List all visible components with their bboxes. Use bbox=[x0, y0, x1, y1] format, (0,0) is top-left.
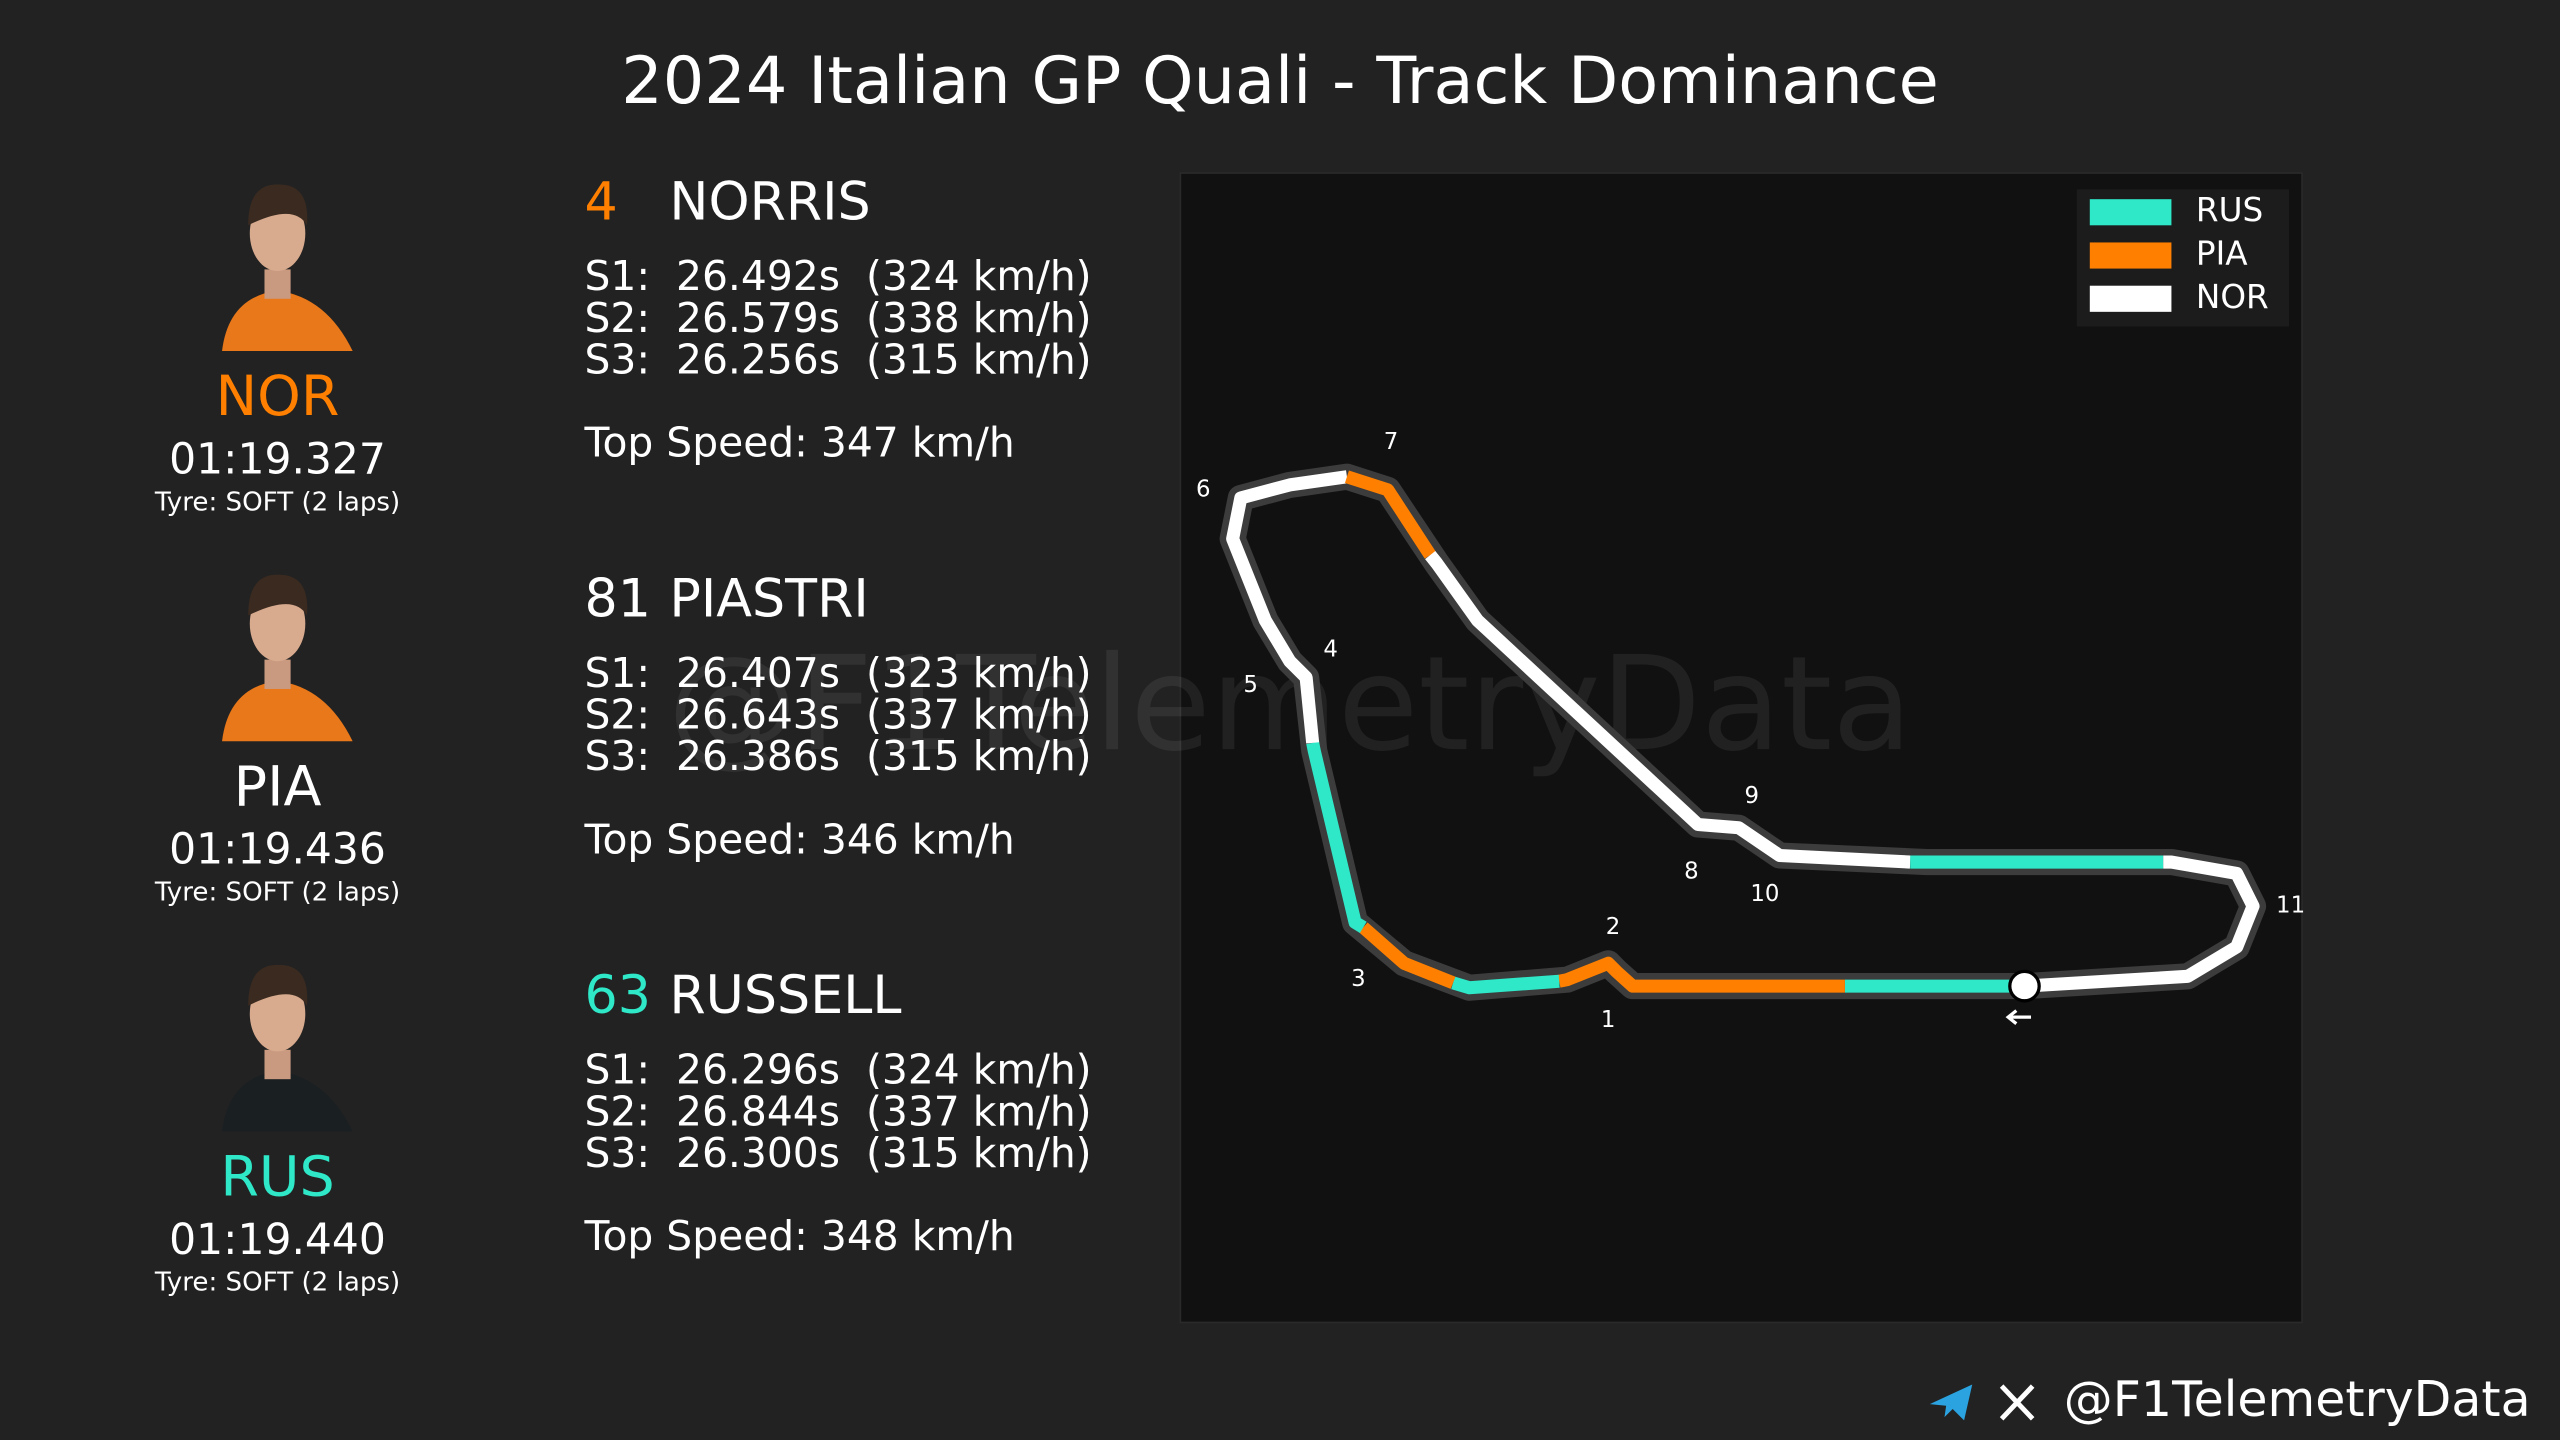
track-segment bbox=[1344, 470, 1436, 559]
track-segment bbox=[2024, 855, 2260, 993]
top-speed: Top Speed: 347 km/h bbox=[583, 419, 1014, 467]
top-speed: Top Speed: 346 km/h bbox=[583, 815, 1014, 863]
telegram-icon bbox=[1929, 1384, 1973, 1421]
driver-name: RUSSELL bbox=[669, 966, 901, 1026]
corner-label: 11 bbox=[2276, 893, 2305, 919]
direction-arrow bbox=[2005, 1009, 2032, 1025]
driver-number: 63 bbox=[584, 966, 650, 1026]
start-finish bbox=[2008, 969, 2041, 1003]
sector-time: S2: 26.844s (337 km/h) bbox=[584, 1087, 1091, 1135]
tyre-info: Tyre: SOFT (2 laps) bbox=[154, 487, 400, 517]
sector-time: S1: 26.407s (323 km/h) bbox=[584, 649, 1091, 697]
photo-neck bbox=[264, 269, 291, 299]
legend-swatch bbox=[2089, 285, 2172, 312]
track-segment bbox=[1557, 956, 1845, 993]
track-segment bbox=[1306, 741, 1367, 933]
photo-neck bbox=[264, 1049, 291, 1080]
corner-label: 10 bbox=[1750, 881, 1779, 907]
driver-code: PIA bbox=[234, 754, 322, 819]
photo-suit bbox=[222, 1071, 353, 1132]
driver-photo bbox=[222, 964, 353, 1132]
photo-hair bbox=[248, 964, 308, 1006]
driver-code: RUS bbox=[220, 1145, 334, 1210]
track-segment bbox=[1425, 551, 1911, 869]
photo-suit bbox=[222, 680, 353, 742]
driver-number: 81 bbox=[584, 569, 650, 629]
corner-label: 8 bbox=[1684, 858, 1699, 884]
lap-time: 01:19.327 bbox=[169, 436, 386, 485]
legend: RUS PIA NOR bbox=[2076, 189, 2289, 327]
lap-time: 01:19.436 bbox=[169, 826, 386, 875]
sector-time: S2: 26.643s (337 km/h) bbox=[584, 691, 1091, 739]
sector-time: S3: 26.386s (315 km/h) bbox=[584, 732, 1091, 780]
sector-time: S3: 26.300s (315 km/h) bbox=[584, 1129, 1091, 1177]
driver-photo bbox=[222, 184, 353, 352]
legend-label: PIA bbox=[2196, 235, 2248, 273]
corner-label: 2 bbox=[1606, 914, 1621, 940]
driver-code: NOR bbox=[216, 364, 340, 429]
sector-time: S1: 26.296s (324 km/h) bbox=[584, 1046, 1091, 1094]
track-panel bbox=[1179, 172, 2303, 1324]
corner-label: 7 bbox=[1384, 429, 1399, 455]
tyre-info: Tyre: SOFT (2 laps) bbox=[154, 878, 400, 908]
sector-time: S2: 26.579s (338 km/h) bbox=[584, 294, 1091, 342]
sector-time: S1: 26.492s (324 km/h) bbox=[584, 252, 1091, 300]
legend-swatch bbox=[2089, 242, 2172, 269]
corner-label: 1 bbox=[1601, 1007, 1616, 1033]
corner-label: 6 bbox=[1196, 476, 1211, 502]
photo-suit bbox=[222, 290, 353, 352]
track-map: 1 2 3 4 5 6 7 8 9 10 11 bbox=[1196, 429, 2305, 1033]
x-icon bbox=[1999, 1384, 2035, 1421]
legend-label: NOR bbox=[2196, 278, 2269, 316]
corner-label: 4 bbox=[1323, 636, 1338, 662]
photo-neck bbox=[264, 659, 291, 689]
lap-time: 01:19.440 bbox=[169, 1216, 386, 1265]
legend-swatch bbox=[2089, 199, 2172, 226]
legend-label: RUS bbox=[2196, 191, 2263, 229]
driver-number: 4 bbox=[584, 173, 617, 233]
title: 2024 Italian GP Quali - Track Dominance bbox=[621, 43, 1939, 119]
track-segment bbox=[1226, 470, 1348, 744]
tyre-info: Tyre: SOFT (2 laps) bbox=[154, 1268, 400, 1298]
corner-label: 3 bbox=[1351, 966, 1366, 992]
footer: @F1TelemetryData bbox=[1929, 1371, 2531, 1428]
driver-name: PIASTRI bbox=[669, 569, 868, 629]
photo-hair bbox=[248, 184, 308, 226]
corner-label: 5 bbox=[1243, 672, 1258, 698]
handle: @F1TelemetryData bbox=[2064, 1371, 2531, 1428]
driver-name: NORRIS bbox=[669, 173, 870, 233]
corner-label: 9 bbox=[1745, 783, 1760, 809]
track-segment bbox=[1451, 974, 1560, 995]
top-speed: Top Speed: 348 km/h bbox=[583, 1212, 1014, 1260]
photo-hair bbox=[248, 574, 308, 616]
sector-time: S3: 26.256s (315 km/h) bbox=[584, 335, 1091, 383]
driver-photo bbox=[222, 574, 353, 742]
track-segment bbox=[1358, 922, 1456, 989]
